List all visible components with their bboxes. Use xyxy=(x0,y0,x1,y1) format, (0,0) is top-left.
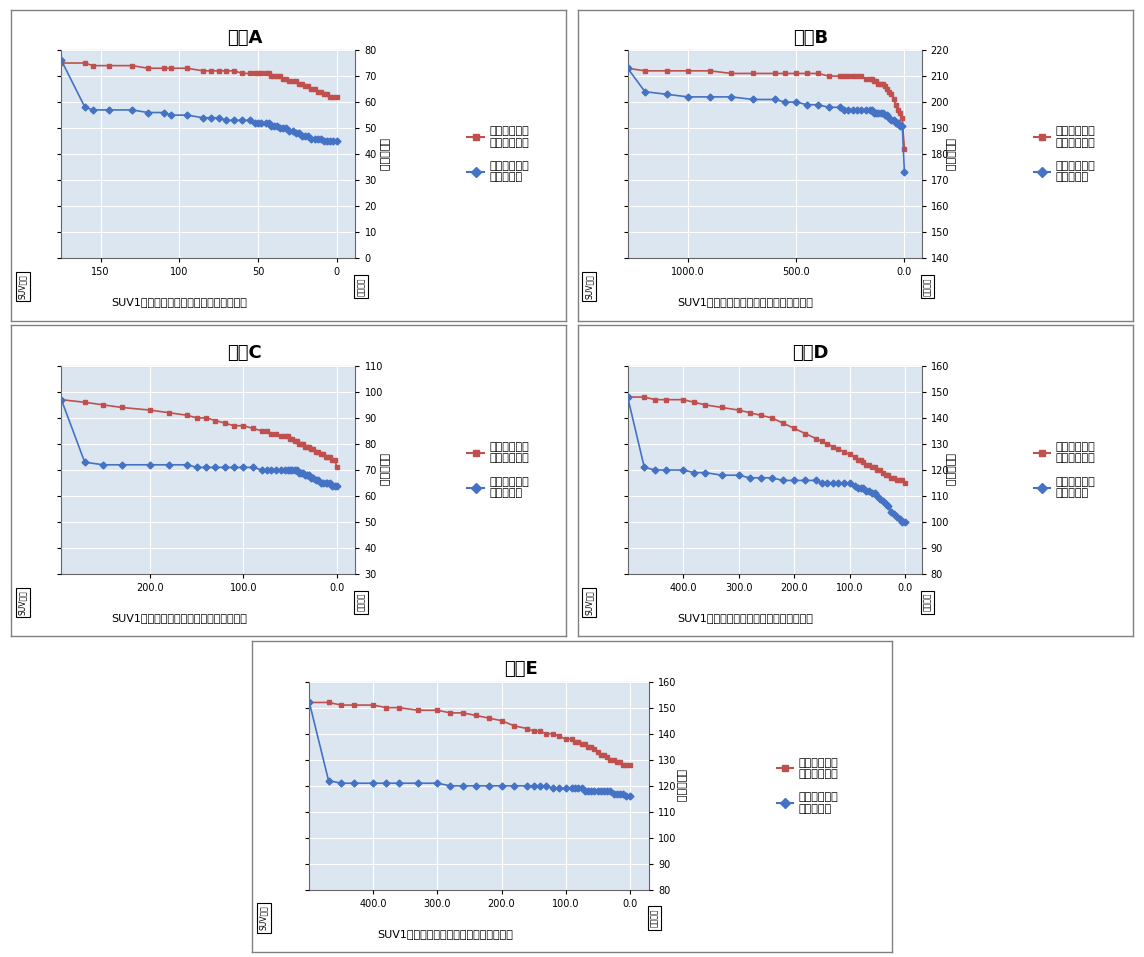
Text: SUVの台: SUVの台 xyxy=(260,905,269,930)
Text: 完全情報: 完全情報 xyxy=(357,278,366,296)
Text: SUV1台あたりの巡回経路の距離（マス）: SUV1台あたりの巡回経路の距離（マス） xyxy=(677,297,813,307)
Text: SUV1台あたりの巡回経路の距離（マス）: SUV1台あたりの巡回経路の距離（マス） xyxy=(111,612,247,623)
Text: SUV1台あたりの巡回経路の距離（マス）: SUV1台あたりの巡回経路の距離（マス） xyxy=(677,612,813,623)
Text: 完全情報: 完全情報 xyxy=(357,593,366,612)
Text: ステップ数: ステップ数 xyxy=(379,138,388,170)
Legend: 到着するまで
のステップ数, 走行していた
ステップ数: 到着するまで のステップ数, 走行していた ステップ数 xyxy=(464,438,533,501)
Text: SUVの台: SUVの台 xyxy=(18,274,27,299)
Legend: 到着するまで
のステップ数, 走行していた
ステップ数: 到着するまで のステップ数, 走行していた ステップ数 xyxy=(773,754,842,817)
Text: 地図D: 地図D xyxy=(793,345,829,363)
Text: SUV1台あたりの巡回経路の距離（マス）: SUV1台あたりの巡回経路の距離（マス） xyxy=(378,928,514,939)
Legend: 到着するまで
のステップ数, 走行していた
ステップ数: 到着するまで のステップ数, 走行していた ステップ数 xyxy=(1031,438,1099,501)
Text: 地図C: 地図C xyxy=(228,345,262,363)
Text: ステップ数: ステップ数 xyxy=(945,454,954,486)
Text: ステップ数: ステップ数 xyxy=(379,454,388,486)
Text: ステップ数: ステップ数 xyxy=(945,138,954,170)
Text: 地図A: 地図A xyxy=(227,29,262,47)
Text: SUVの台: SUVの台 xyxy=(585,590,594,614)
Text: SUVの台: SUVの台 xyxy=(585,274,594,299)
Text: 地図E: 地図E xyxy=(503,660,538,679)
Legend: 到着するまで
のステップ数, 走行していた
ステップ数: 到着するまで のステップ数, 走行していた ステップ数 xyxy=(464,122,533,186)
Text: SUV1台あたりの巡回経路の距離（マス）: SUV1台あたりの巡回経路の距離（マス） xyxy=(111,297,247,307)
Text: 完全情報: 完全情報 xyxy=(923,278,932,296)
Legend: 到着するまで
のステップ数, 走行していた
ステップ数: 到着するまで のステップ数, 走行していた ステップ数 xyxy=(1031,122,1099,186)
Text: ステップ数: ステップ数 xyxy=(676,769,686,802)
Text: SUVの台: SUVの台 xyxy=(18,590,27,614)
Text: 完全情報: 完全情報 xyxy=(923,593,932,612)
Text: 完全情報: 完全情報 xyxy=(650,909,659,927)
Text: 地図B: 地図B xyxy=(793,29,828,47)
